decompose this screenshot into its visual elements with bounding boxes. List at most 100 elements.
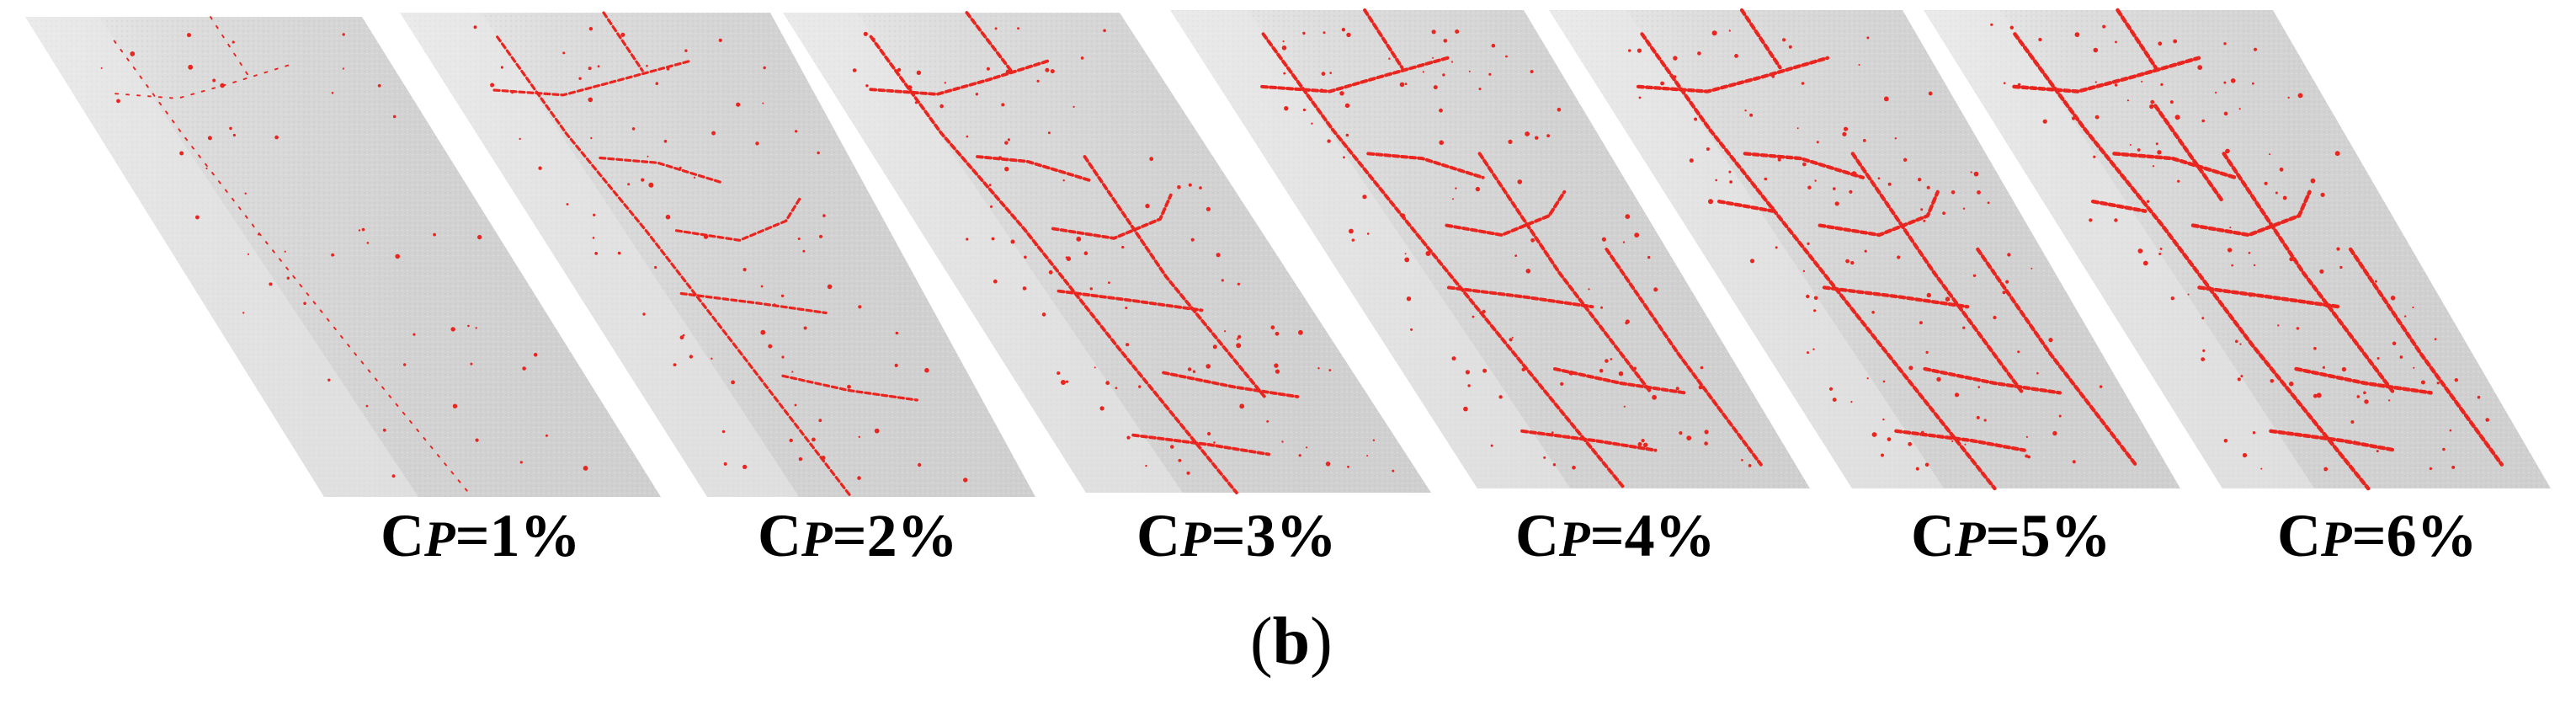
curb-strip (1924, 10, 2315, 488)
crack-point (1343, 156, 1345, 159)
crack-point (663, 139, 668, 143)
crack-point (594, 252, 599, 255)
crack-point (2310, 178, 2316, 184)
crack-point (1442, 73, 1445, 77)
crack-trace (976, 155, 1093, 183)
crack-point (2146, 200, 2150, 203)
crack-point (1920, 208, 1924, 211)
crack-point (1706, 147, 1710, 151)
crack-point (377, 83, 381, 88)
crack-point (1770, 206, 1775, 210)
point-texture (783, 13, 1431, 493)
crack-point (718, 38, 722, 43)
crack-point (711, 131, 716, 136)
crack-point (2158, 41, 2163, 46)
crack-point (1942, 211, 1946, 216)
caption-value: =3% (1211, 502, 1337, 569)
crack-point (1903, 157, 1908, 162)
crack-point (2392, 341, 2397, 346)
crack-point (1045, 67, 1050, 72)
crack-point (1505, 55, 1508, 58)
crack-point (467, 324, 470, 328)
crack-point (897, 67, 902, 72)
crack-point (1298, 329, 1303, 335)
crack-trace (2269, 429, 2398, 452)
crack-point (1089, 287, 1094, 291)
point-texture (1170, 10, 1810, 488)
crack-point (1775, 246, 1778, 249)
crack-point (2230, 78, 2236, 83)
caption-var: C (2277, 502, 2321, 569)
crack-point (2094, 115, 2100, 120)
crack-point (1599, 368, 1604, 373)
crack-point (1530, 70, 1534, 73)
crack-point (1625, 321, 1629, 325)
crack-trace (1822, 286, 1970, 309)
crack-trace (2153, 104, 2225, 204)
crack-point (1638, 96, 1642, 99)
crack-point (2042, 119, 2047, 124)
crack-point (2434, 338, 2437, 341)
crack-point (1066, 256, 1072, 262)
crack-point (731, 380, 735, 385)
crack-point (2223, 42, 2227, 45)
crack-point (490, 83, 495, 88)
crack-point (1274, 363, 1279, 368)
crack-point (1610, 358, 1613, 360)
crack-trace (1716, 200, 1775, 213)
crack-point (789, 438, 793, 443)
crack-point (2174, 115, 2180, 120)
crack-point (403, 363, 407, 366)
crack-point (1828, 387, 1834, 391)
crack-point (1275, 369, 1280, 374)
crack-point (1647, 255, 1651, 259)
crack-trace (602, 11, 644, 72)
crack-point (2287, 96, 2290, 99)
crack-point (1634, 232, 1640, 238)
crack-trace (2116, 8, 2158, 70)
crack-point (257, 233, 260, 236)
crack-trace (1445, 190, 1567, 238)
crack-point (1842, 131, 1847, 136)
crack-point (742, 464, 748, 470)
crack-point (1047, 131, 1051, 135)
crack-point (1993, 315, 1997, 320)
crack-point (188, 64, 194, 70)
crack-point (693, 176, 696, 179)
crack-point (1126, 343, 1130, 347)
crack-point (1633, 366, 1637, 371)
crack-trace (1553, 367, 1687, 395)
crack-point (975, 93, 979, 96)
crack-point (780, 294, 785, 297)
crack-point (1771, 74, 1775, 78)
crack-point (1399, 82, 1405, 88)
crack-point (1704, 430, 1709, 435)
crack-point (1807, 351, 1809, 355)
road-panel-4 (1170, 8, 1810, 490)
crack-point (2404, 315, 2407, 318)
crack-trace (1520, 429, 1658, 452)
crack-point (1072, 105, 1075, 108)
crack-point (2099, 385, 2103, 388)
curb-strip (1549, 10, 1945, 488)
crack-point (1568, 370, 1574, 376)
crack-point (2137, 148, 2141, 152)
crack-point (187, 33, 191, 38)
crack-point (1349, 228, 1354, 234)
crack-point (2319, 269, 2324, 274)
crack-point (1323, 31, 1326, 35)
crack-point (1816, 141, 1819, 144)
crack-point (1622, 241, 1626, 243)
crack-point (2169, 100, 2174, 104)
crack-point (2173, 39, 2178, 44)
crack-point (382, 428, 386, 432)
crack-point (2187, 293, 2190, 296)
crack-point (1224, 330, 1227, 333)
crack-point (1511, 336, 1514, 339)
crack-point (1813, 296, 1818, 301)
crack-point (2436, 382, 2440, 385)
crack-point (1625, 214, 1631, 219)
crack-point (1887, 182, 1892, 186)
crack-point (760, 329, 766, 335)
crack-point (1924, 462, 1929, 467)
